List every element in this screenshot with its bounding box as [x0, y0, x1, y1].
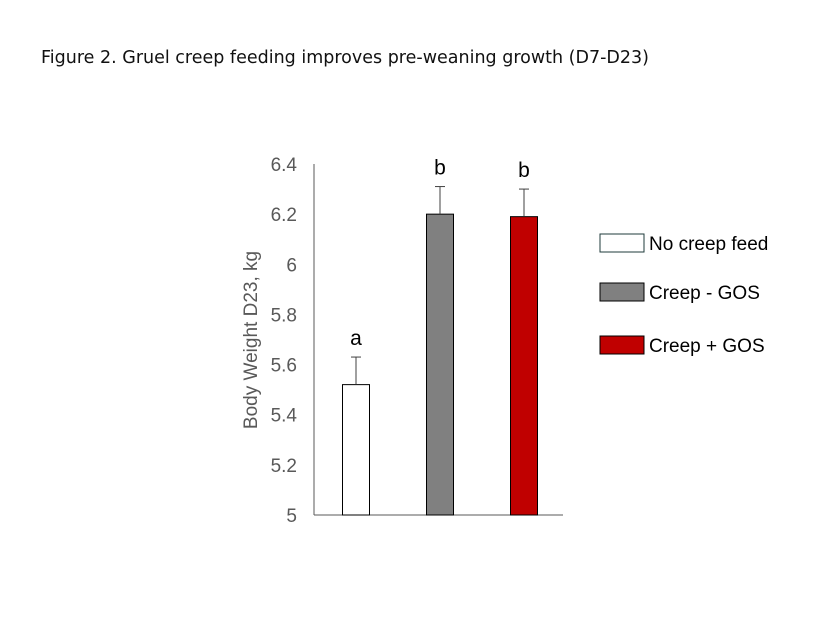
y-axis-ticks: 5 5.2 5.4 5.6 5.8 6 6.2 6.4 — [271, 155, 298, 527]
legend-swatch — [599, 282, 645, 302]
y-tick-label: 5.8 — [271, 305, 297, 326]
y-tick-label: 5.2 — [271, 456, 297, 477]
significance-label: b — [518, 159, 530, 182]
bars: a b b — [342, 157, 538, 516]
bar — [510, 216, 538, 516]
legend-swatch — [599, 335, 645, 355]
y-tick-label: 6 — [286, 255, 297, 276]
y-tick-label: 6.4 — [271, 155, 298, 176]
legend: No creep feed Creep - GOS Creep + GOS — [599, 233, 768, 357]
bar — [342, 384, 370, 516]
legend-label: Creep + GOS — [649, 336, 765, 357]
figure-title: Figure 2. Gruel creep feeding improves p… — [41, 48, 649, 68]
y-tick-label: 5.6 — [271, 356, 297, 377]
legend-label: Creep - GOS — [649, 283, 760, 304]
significance-label: b — [434, 157, 446, 180]
y-tick-label: 5.4 — [271, 406, 298, 427]
legend-swatch — [599, 233, 645, 253]
bar — [426, 213, 454, 516]
y-tick-label: 6.2 — [271, 205, 297, 226]
significance-label: a — [350, 327, 362, 350]
y-axis-label: Body Weight D23, kg — [241, 251, 262, 429]
y-tick-label: 5 — [286, 506, 297, 527]
legend-label: No creep feed — [649, 234, 768, 255]
